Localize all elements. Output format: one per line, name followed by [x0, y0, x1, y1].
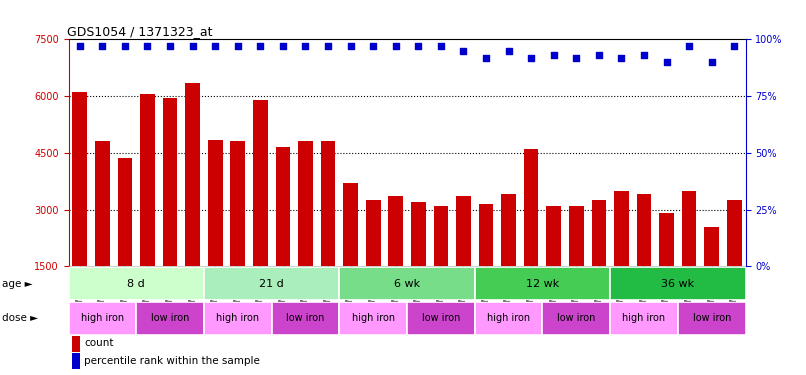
Point — [186, 43, 199, 49]
Point — [209, 43, 222, 49]
Bar — [69, 302, 136, 334]
Point — [254, 43, 267, 49]
Point — [96, 43, 109, 49]
Bar — [614, 190, 629, 266]
Bar — [343, 183, 358, 266]
Point — [547, 52, 560, 58]
Bar — [72, 353, 80, 369]
Bar — [204, 302, 272, 334]
Bar — [610, 267, 746, 300]
Bar — [136, 302, 204, 334]
Point — [660, 59, 673, 65]
Bar — [298, 141, 313, 266]
Text: 21 d: 21 d — [260, 279, 284, 289]
Bar — [253, 100, 268, 266]
Text: count: count — [84, 339, 114, 348]
Text: dose ►: dose ► — [2, 313, 39, 323]
Bar — [682, 190, 696, 266]
Bar — [231, 141, 245, 266]
Bar — [204, 267, 339, 300]
Point — [141, 43, 154, 49]
Bar — [272, 302, 339, 334]
Bar — [407, 302, 475, 334]
Point — [592, 52, 605, 58]
Bar — [69, 267, 204, 300]
Point — [389, 43, 402, 49]
Point — [344, 43, 357, 49]
Text: low iron: low iron — [692, 313, 731, 323]
Point — [683, 43, 696, 49]
Bar — [140, 94, 155, 266]
Text: low iron: low iron — [422, 313, 460, 323]
Bar — [659, 213, 674, 266]
Bar — [475, 267, 610, 300]
Point — [322, 43, 334, 49]
Bar — [434, 206, 448, 266]
Text: low iron: low iron — [557, 313, 596, 323]
Point — [164, 43, 177, 49]
Bar — [475, 302, 542, 334]
Point — [728, 43, 741, 49]
Point — [705, 59, 718, 65]
Bar — [592, 200, 606, 266]
Bar — [678, 302, 746, 334]
Point — [231, 43, 244, 49]
Bar — [72, 336, 80, 352]
Text: percentile rank within the sample: percentile rank within the sample — [84, 356, 260, 366]
Point — [73, 43, 86, 49]
Text: high iron: high iron — [216, 313, 260, 323]
Point — [502, 48, 515, 54]
Point — [276, 43, 289, 49]
Text: low iron: low iron — [151, 313, 189, 323]
Point — [412, 43, 425, 49]
Text: high iron: high iron — [487, 313, 530, 323]
Text: age ►: age ► — [2, 279, 33, 289]
Bar — [321, 141, 335, 266]
Bar — [118, 159, 132, 266]
Text: 12 wk: 12 wk — [526, 279, 559, 289]
Bar — [411, 202, 426, 266]
Point — [367, 43, 380, 49]
Bar — [73, 92, 87, 266]
Point — [480, 54, 492, 60]
Text: 6 wk: 6 wk — [394, 279, 420, 289]
Text: 8 d: 8 d — [127, 279, 145, 289]
Bar — [704, 226, 719, 266]
Point — [299, 43, 312, 49]
Bar — [339, 267, 475, 300]
Bar — [339, 302, 407, 334]
Bar — [546, 206, 561, 266]
Point — [570, 54, 583, 60]
Bar — [542, 302, 610, 334]
Point — [638, 52, 650, 58]
Point — [615, 54, 628, 60]
Bar — [95, 141, 110, 266]
Bar — [479, 204, 493, 266]
Bar — [501, 194, 516, 266]
Text: GDS1054 / 1371323_at: GDS1054 / 1371323_at — [67, 25, 213, 38]
Text: high iron: high iron — [81, 313, 124, 323]
Bar — [388, 196, 403, 266]
Bar — [208, 140, 222, 266]
Text: 36 wk: 36 wk — [661, 279, 695, 289]
Bar — [163, 98, 177, 266]
Point — [457, 48, 470, 54]
Bar — [637, 194, 651, 266]
Point — [118, 43, 131, 49]
Point — [525, 54, 538, 60]
Text: high iron: high iron — [622, 313, 666, 323]
Text: low iron: low iron — [286, 313, 325, 323]
Bar — [366, 200, 380, 266]
Bar — [185, 83, 200, 266]
Bar — [524, 149, 538, 266]
Bar — [610, 302, 678, 334]
Bar — [456, 196, 471, 266]
Text: high iron: high iron — [351, 313, 395, 323]
Bar — [727, 200, 742, 266]
Bar — [569, 206, 584, 266]
Point — [434, 43, 447, 49]
Bar — [276, 147, 290, 266]
